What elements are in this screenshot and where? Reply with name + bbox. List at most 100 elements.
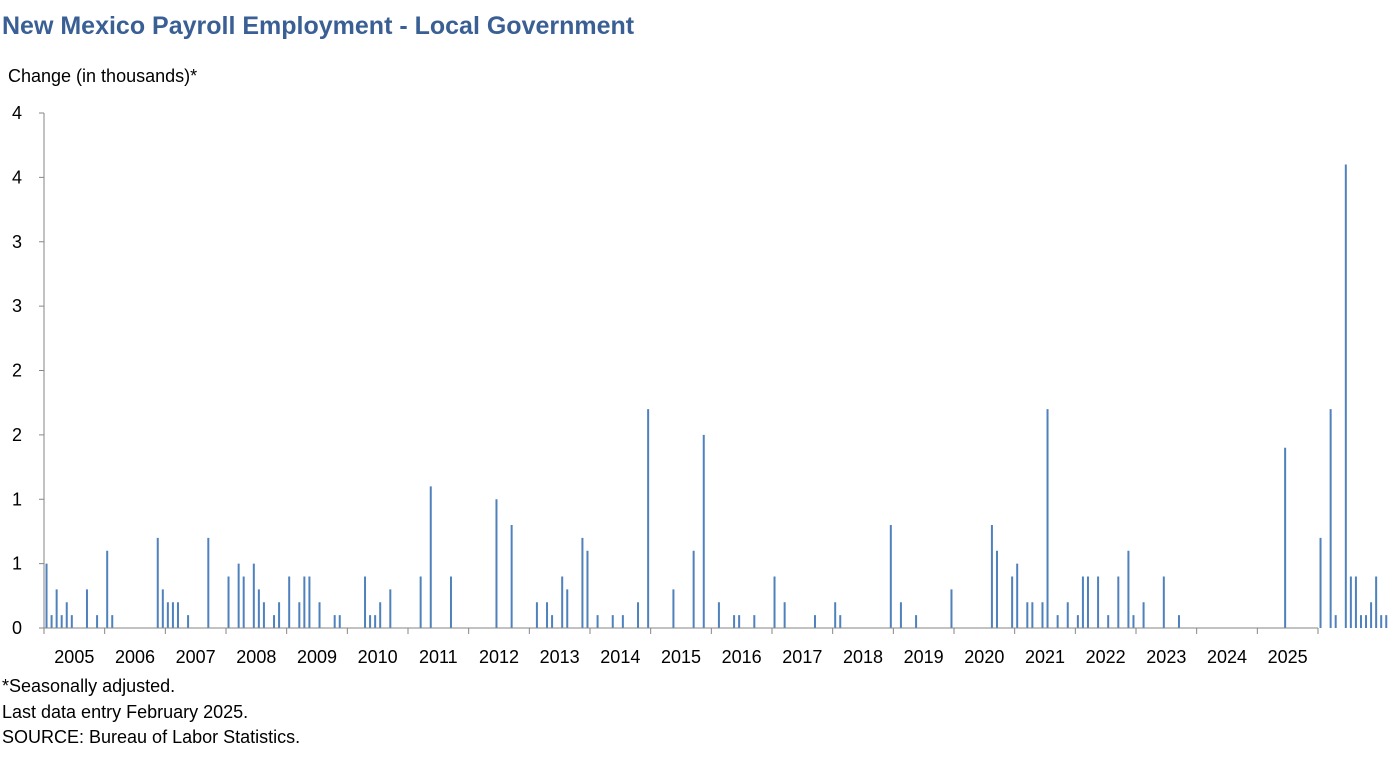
y-tick-label: 4 xyxy=(12,103,22,123)
data-bar xyxy=(1365,615,1368,629)
x-tick-label: 2023 xyxy=(1146,647,1186,667)
data-bar xyxy=(369,615,372,629)
data-bar xyxy=(374,615,377,629)
data-bar xyxy=(176,602,179,628)
y-tick-label: 1 xyxy=(12,489,22,509)
data-bar xyxy=(1056,615,1059,629)
data-bar xyxy=(1011,576,1014,628)
data-bar xyxy=(166,602,169,628)
data-bar xyxy=(303,576,306,628)
data-bar xyxy=(1066,602,1069,628)
data-bar xyxy=(262,602,265,628)
data-bar xyxy=(1354,576,1357,628)
data-bar xyxy=(70,615,73,629)
data-bar xyxy=(1334,615,1337,629)
data-bar xyxy=(783,602,786,628)
data-bar xyxy=(50,615,53,629)
data-bar xyxy=(278,602,281,628)
data-bar xyxy=(1016,563,1019,629)
data-bar xyxy=(1081,576,1084,628)
data-bar xyxy=(672,589,675,629)
data-bar xyxy=(637,602,640,628)
data-bar xyxy=(611,615,614,629)
data-bar xyxy=(1086,576,1089,628)
data-bar xyxy=(1375,576,1378,628)
data-bar xyxy=(1046,409,1049,629)
data-bar xyxy=(1319,537,1322,629)
data-bar xyxy=(510,525,513,628)
data-bar xyxy=(813,615,816,629)
x-tick-label: 2018 xyxy=(843,647,883,667)
data-bar xyxy=(1344,164,1347,628)
data-bar xyxy=(1359,615,1362,629)
data-bar xyxy=(429,486,432,629)
data-bar xyxy=(1031,602,1034,628)
data-bar xyxy=(1142,602,1145,628)
data-bar xyxy=(647,409,650,629)
data-bar xyxy=(318,602,321,628)
data-bar xyxy=(621,615,624,629)
data-bar xyxy=(702,434,705,629)
chart-title: New Mexico Payroll Employment - Local Go… xyxy=(2,12,635,40)
data-bar xyxy=(990,525,993,628)
data-bar xyxy=(950,589,953,629)
data-bar xyxy=(298,602,301,628)
data-bar xyxy=(1162,576,1165,628)
data-bar xyxy=(419,576,422,628)
data-bar xyxy=(96,615,99,629)
data-bar xyxy=(561,576,564,628)
data-bar xyxy=(161,589,164,629)
y-tick-label: 2 xyxy=(12,425,22,445)
y-tick-label: 3 xyxy=(12,232,22,252)
data-bar xyxy=(207,537,210,629)
data-bar xyxy=(899,602,902,628)
data-bar xyxy=(338,615,341,629)
data-bar xyxy=(379,602,382,628)
data-bar xyxy=(171,602,174,628)
data-bar xyxy=(308,576,311,628)
data-bar xyxy=(55,589,58,629)
data-bar xyxy=(1177,615,1180,629)
data-bar xyxy=(1076,615,1079,629)
data-bar xyxy=(1097,576,1100,628)
bars-group xyxy=(45,164,1388,629)
data-bar xyxy=(227,576,230,628)
data-bar xyxy=(733,615,736,629)
tick-labels-group: 0 1 1 2 2 3 3 4 4 2005 2006 2007 2008 2009 2010 2011 201… xyxy=(12,103,1308,667)
data-bar xyxy=(389,589,392,629)
y-tick-label: 4 xyxy=(12,167,22,187)
data-bar xyxy=(106,550,109,628)
y-axis-label: Change (in thousands)* xyxy=(8,66,198,86)
data-bar xyxy=(1370,602,1373,628)
data-bar xyxy=(586,550,589,628)
footnote-seasonal: *Seasonally adjusted. xyxy=(2,676,176,696)
x-tick-label: 2009 xyxy=(297,647,337,667)
data-bar xyxy=(242,576,245,628)
data-bar xyxy=(45,563,48,629)
x-tick-label: 2015 xyxy=(661,647,701,667)
data-bar xyxy=(1329,409,1332,629)
data-bar xyxy=(187,615,190,629)
footnote-last-entry: Last data entry February 2025. xyxy=(2,701,249,722)
x-tick-label: 2021 xyxy=(1025,647,1065,667)
data-bar xyxy=(156,537,159,629)
footnote-source: SOURCE: Bureau of Labor Statistics. xyxy=(2,727,301,747)
x-tick-label: 2005 xyxy=(54,647,94,667)
data-bar xyxy=(65,602,68,628)
x-tick-label: 2013 xyxy=(540,647,580,667)
axes-group xyxy=(39,112,1319,634)
data-bar xyxy=(60,615,63,629)
x-tick-label: 2014 xyxy=(600,647,640,667)
y-tick-label: 1 xyxy=(12,554,22,574)
data-bar xyxy=(111,615,114,629)
data-bar xyxy=(257,589,260,629)
y-tick-label: 0 xyxy=(12,618,22,638)
x-tick-label: 2022 xyxy=(1086,647,1126,667)
data-bar xyxy=(449,576,452,628)
data-bar xyxy=(773,576,776,628)
x-tick-label: 2007 xyxy=(176,647,216,667)
data-bar xyxy=(535,602,538,628)
data-bar xyxy=(237,563,240,629)
y-tick-label: 3 xyxy=(12,296,22,316)
data-bar xyxy=(551,615,554,629)
